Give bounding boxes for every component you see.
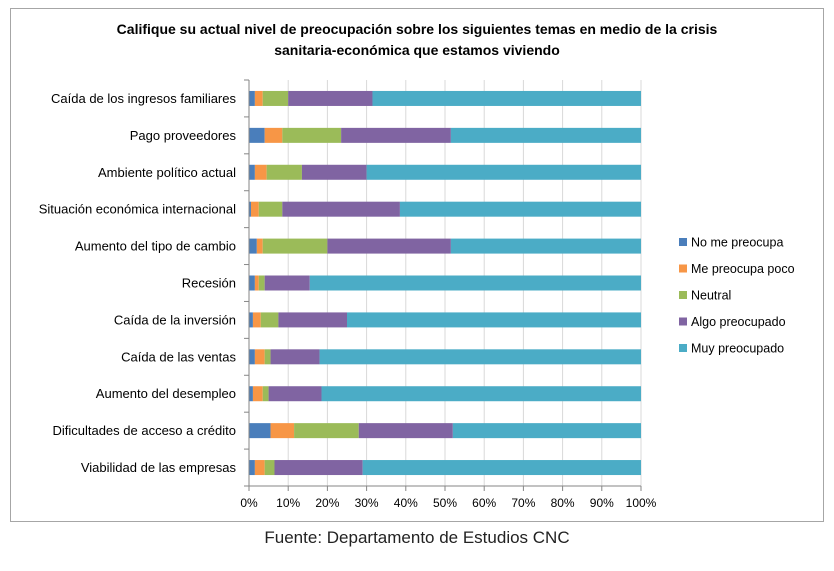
bar-2-series-3 (282, 127, 342, 143)
bar-10-series-2 (270, 423, 295, 439)
bar-8-series-5 (319, 349, 641, 365)
bar-6-series-2 (254, 275, 259, 291)
x-tick-label-1: 10% (276, 496, 300, 510)
bar-1-series-4 (288, 90, 373, 106)
legend-swatch-2 (679, 264, 687, 273)
legend-label-1: No me preocupa (691, 236, 783, 250)
category-label-3: Ambiente político actual (98, 165, 236, 180)
category-label-8: Caída de las ventas (121, 349, 236, 364)
bar-7-series-5 (347, 312, 641, 328)
bar-6-series-4 (264, 275, 310, 291)
x-tick-label-4: 40% (394, 496, 418, 510)
bar-1-series-3 (262, 90, 289, 106)
bar-4-series-4 (282, 201, 400, 217)
x-tick-label-8: 80% (551, 496, 575, 510)
x-tick-label-9: 90% (590, 496, 614, 510)
bar-10-series-3 (294, 423, 359, 439)
x-tick-label-3: 30% (355, 496, 379, 510)
bar-2-series-1 (249, 127, 265, 143)
x-tick-label-6: 60% (472, 496, 496, 510)
bar-8-series-2 (254, 349, 265, 365)
legend-swatch-5 (679, 344, 687, 352)
bar-9-series-2 (252, 386, 263, 402)
category-label-6: Recesión (182, 276, 236, 291)
bar-6-series-3 (258, 275, 265, 291)
bar-7-series-1 (249, 312, 253, 328)
bar-11-series-2 (254, 460, 265, 476)
bar-8-series-4 (270, 349, 320, 365)
bar-1-series-2 (254, 90, 263, 106)
legend-swatch-4 (679, 317, 687, 326)
bar-3-series-1 (249, 164, 255, 180)
bar-9-series-5 (321, 386, 641, 402)
bar-5-series-5 (450, 238, 641, 254)
legend-swatch-1 (679, 238, 687, 246)
category-labels: Caída de los ingresos familiares Pago pro… (39, 91, 237, 475)
chart-title: Califique su actual nivel de preocupació… (117, 21, 718, 58)
bar-9-series-1 (249, 386, 253, 402)
bar-4-series-1 (249, 201, 251, 217)
legend-label-5: Muy preocupado (691, 342, 784, 356)
chart-title-line-2: sanitaria-económica que estamos viviendo (274, 42, 560, 58)
bar-5-series-2 (256, 238, 263, 254)
stacked-bar-chart: Califique su actual nivel de preocupació… (39, 21, 795, 510)
bars (249, 90, 641, 476)
bar-6-series-1 (249, 275, 255, 291)
bar-11-series-1 (249, 460, 255, 476)
bar-10-series-5 (452, 423, 641, 439)
bar-6-series-5 (309, 275, 641, 291)
bar-11-series-3 (264, 460, 275, 476)
bar-2-series-5 (450, 127, 641, 143)
bar-8-series-3 (264, 349, 271, 365)
category-label-4: Situación económica internacional (39, 202, 236, 217)
category-label-1: Caída de los ingresos familiares (51, 91, 236, 106)
bar-1-series-1 (249, 90, 255, 106)
bar-5-series-3 (262, 238, 328, 254)
bar-11-series-5 (362, 460, 641, 476)
bar-3-series-2 (254, 164, 267, 180)
chart-title-line-1: Califique su actual nivel de preocupació… (117, 21, 718, 37)
x-tick-label-0: 0% (240, 496, 258, 510)
bar-9-series-4 (268, 386, 322, 402)
category-label-5: Aumento del tipo de cambio (75, 239, 236, 254)
legend-label-2: Me preocupa poco (691, 262, 795, 276)
bar-4-series-5 (399, 201, 641, 217)
x-tick-label-10: 100% (626, 496, 657, 510)
bar-4-series-2 (250, 201, 259, 217)
bar-4-series-3 (258, 201, 283, 217)
bar-7-series-2 (252, 312, 261, 328)
bar-7-series-3 (260, 312, 279, 328)
bar-5-series-1 (249, 238, 257, 254)
x-tick-labels: 0% 10% 20% 30% 40% 50% 60% 70% 80% 90% 100% (240, 496, 656, 510)
bar-8-series-1 (249, 349, 255, 365)
bar-3-series-5 (366, 164, 641, 180)
legend-label-3: Neutral (691, 289, 731, 303)
category-label-10: Dificultades de acceso a crédito (52, 423, 236, 438)
category-label-7: Caída de la inversión (114, 312, 236, 327)
legend-swatch-3 (679, 291, 687, 299)
x-tick-label-5: 50% (433, 496, 457, 510)
legend-label-4: Algo preocupado (691, 315, 786, 329)
category-label-9: Aumento del desempleo (96, 386, 236, 401)
category-label-11: Viabilidad de las empresas (81, 460, 237, 475)
bar-11-series-4 (274, 460, 363, 476)
bar-5-series-4 (327, 238, 451, 254)
source-note: Fuente: Departamento de Estudios CNC (264, 528, 570, 547)
legend: No me preocupa Me preocupa poco Neutral Alg… (679, 236, 795, 356)
bar-2-series-2 (264, 127, 283, 143)
x-tick-label-2: 20% (315, 496, 339, 510)
category-label-2: Pago proveedores (130, 128, 237, 143)
x-tick-label-7: 70% (511, 496, 535, 510)
bar-10-series-4 (358, 423, 453, 439)
bar-10-series-1 (249, 423, 271, 439)
axes (244, 79, 642, 491)
bar-7-series-4 (278, 312, 347, 328)
bar-3-series-4 (301, 164, 367, 180)
bar-9-series-3 (262, 386, 269, 402)
bar-1-series-5 (372, 90, 641, 106)
bar-2-series-4 (341, 127, 451, 143)
bar-3-series-3 (266, 164, 302, 180)
